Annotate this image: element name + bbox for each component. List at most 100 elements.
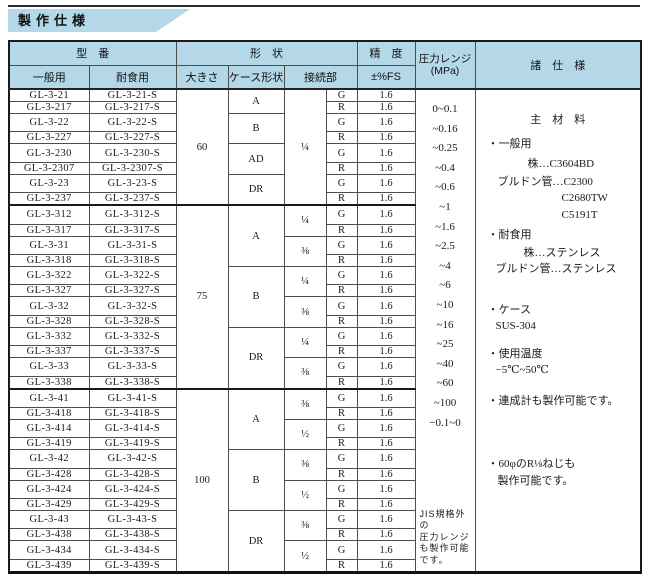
pressure-range-note: JIS規格外の 圧力レンジ も製作可能 です。 bbox=[419, 508, 470, 565]
table-body: GL-3-21 GL-3-21-S 60 A ¼ G 1.6 0~0.1 ~0.16 ~0.25 ~… bbox=[8, 88, 642, 573]
accuracy-value-cell: 1.6 bbox=[356, 467, 416, 481]
table-row: GL-3-21 GL-3-21-S 60 A ¼ G 1.6 0~0.1 ~0.16 ~0.25 ~… bbox=[8, 88, 642, 573]
connection-type-cell: R bbox=[325, 161, 358, 175]
pressure-range-value: ~6 bbox=[439, 279, 451, 292]
pressure-range-value: ~2.5 bbox=[435, 240, 455, 253]
connection-type-cell: G bbox=[325, 357, 358, 377]
model-general-cell: GL-3-217 bbox=[8, 101, 90, 114]
model-corrosion-cell: GL-3-419-S bbox=[88, 437, 177, 451]
table-header: 型 番 形 状 精 度 圧力レンジ (MPa) 諸 仕 様 一般用 耐食用 大き… bbox=[8, 40, 642, 90]
spec-line: ・60φのR⅛ねじも bbox=[487, 458, 576, 470]
table-row: GL-3-428 GL-3-428-S R 1.6 bbox=[8, 467, 641, 481]
accuracy-value-cell: 1.6 bbox=[356, 406, 416, 420]
table-row: GL-3-338 GL-3-338-S R 1.6 bbox=[8, 375, 641, 389]
table-row: GL-3-418 GL-3-418-S R 1.6 bbox=[8, 406, 641, 420]
model-general-cell: GL-3-424 bbox=[8, 479, 90, 500]
model-general-cell: GL-3-312 bbox=[8, 204, 90, 225]
accuracy-value-cell: 1.6 bbox=[356, 192, 416, 206]
model-general-cell: GL-3-227 bbox=[8, 131, 90, 145]
connection-type-cell: R bbox=[325, 437, 358, 451]
model-corrosion-cell: GL-3-429-S bbox=[88, 498, 177, 512]
accuracy-value-cell: 1.6 bbox=[356, 265, 416, 286]
table-row: GL-3-22 GL-3-22-S B G 1.6 bbox=[8, 112, 641, 145]
header-model-number: 型 番 bbox=[8, 40, 177, 66]
model-corrosion-cell: GL-3-312-S bbox=[88, 204, 177, 225]
spec-line: 製作可能です。 bbox=[497, 474, 574, 487]
connection-type-cell: R bbox=[325, 528, 358, 542]
model-corrosion-cell: GL-3-439-S bbox=[88, 559, 177, 573]
accuracy-value-cell: 1.6 bbox=[356, 326, 416, 347]
connection-type-cell: G bbox=[325, 204, 358, 225]
case-shape-cell: AD bbox=[227, 143, 285, 175]
table-row: GL-3-328 GL-3-328-S R 1.6 bbox=[8, 314, 641, 328]
model-general-cell: GL-3-230 bbox=[8, 143, 90, 163]
accuracy-value-cell: 1.6 bbox=[356, 143, 416, 163]
pressure-range-value: ~10 bbox=[436, 298, 454, 311]
table-row: GL-3-23 GL-3-23-S DR G 1.6 bbox=[8, 173, 641, 206]
model-corrosion-cell: GL-3-338-S bbox=[88, 375, 177, 389]
model-corrosion-cell: GL-3-33-S bbox=[88, 357, 177, 377]
connection-type-cell: G bbox=[325, 479, 358, 500]
model-general-cell: GL-3-418 bbox=[8, 406, 90, 420]
connection-type-cell: G bbox=[325, 387, 358, 408]
header-accuracy-unit: ±%FS bbox=[356, 64, 416, 90]
case-shape-cell: B bbox=[227, 265, 285, 328]
pressure-range-value: ~25 bbox=[436, 338, 454, 351]
table-row: GL-3-33 GL-3-33-S ⅜ G 1.6 bbox=[8, 357, 641, 390]
model-corrosion-cell: GL-3-317-S bbox=[88, 223, 177, 237]
header-accuracy: 精 度 bbox=[356, 40, 416, 66]
table-row: GL-3-332 GL-3-332-S DR ¼ G 1.6 bbox=[8, 326, 641, 390]
header-shape: 形 状 bbox=[175, 40, 358, 66]
header-pressure-range: 圧力レンジ (MPa) bbox=[414, 40, 476, 90]
header-pressure-range-unit: (MPa) bbox=[430, 65, 460, 77]
model-general-cell: GL-3-327 bbox=[8, 284, 90, 298]
page-title: 製作仕様 bbox=[18, 13, 91, 28]
model-corrosion-cell: GL-3-237-S bbox=[88, 192, 177, 206]
spec-line: ・使用温度 bbox=[487, 347, 543, 360]
thread-size-cell: ⅜ bbox=[283, 235, 327, 267]
model-general-cell: GL-3-318 bbox=[8, 253, 90, 267]
model-general-cell: GL-3-2307 bbox=[8, 161, 90, 175]
header-specs: 諸 仕 様 bbox=[474, 40, 642, 90]
connection-type-cell: R bbox=[325, 253, 358, 267]
table-row: GL-3-2307 GL-3-2307-S R 1.6 bbox=[8, 161, 641, 175]
pressure-range-value: ~40 bbox=[436, 357, 454, 370]
model-general-cell: GL-3-33 bbox=[8, 357, 90, 377]
spec-line: C5191T bbox=[561, 208, 598, 221]
spec-line: SUS-304 bbox=[495, 320, 536, 332]
case-shape-cell: DR bbox=[227, 510, 285, 573]
header-connection: 接続部 bbox=[283, 64, 358, 90]
accuracy-value-cell: 1.6 bbox=[356, 375, 416, 389]
model-general-cell: GL-3-21 bbox=[8, 88, 90, 102]
pressure-range-cell: 0~0.1 ~0.16 ~0.25 ~0.4 ~0.6 ~1 ~1.6 ~2.5 ~4 ~6 ~10… bbox=[414, 88, 476, 573]
table-row: GL-3-438 GL-3-438-S R 1.6 bbox=[8, 528, 641, 542]
accuracy-value-cell: 1.6 bbox=[356, 284, 416, 298]
model-corrosion-cell: GL-3-43-S bbox=[88, 510, 177, 530]
connection-type-cell: G bbox=[325, 88, 358, 102]
accuracy-value-cell: 1.6 bbox=[356, 296, 416, 316]
connection-type-cell: G bbox=[325, 235, 358, 255]
accuracy-value-cell: 1.6 bbox=[356, 131, 416, 145]
connection-type-cell: G bbox=[325, 449, 358, 469]
case-shape-cell: A bbox=[227, 88, 285, 114]
model-corrosion-cell: GL-3-434-S bbox=[88, 540, 177, 560]
specs-content: 主 材 料・一般用 株…C3604BD ブルドン管…C2300 C2680TW C519… bbox=[476, 90, 640, 571]
connection-type-cell: G bbox=[325, 143, 358, 163]
pressure-range-value: ~60 bbox=[436, 377, 454, 390]
table-row: GL-3-32 GL-3-32-S ⅜ G 1.6 bbox=[8, 296, 641, 328]
accuracy-value-cell: 1.6 bbox=[356, 88, 416, 102]
model-corrosion-cell: GL-3-217-S bbox=[88, 101, 177, 114]
model-corrosion-cell: GL-3-42-S bbox=[88, 449, 177, 469]
spec-line: 株…ステンレス bbox=[523, 246, 601, 259]
table-row: GL-3-230 GL-3-230-S AD G 1.6 bbox=[8, 143, 641, 175]
accuracy-value-cell: 1.6 bbox=[356, 235, 416, 255]
pressure-range-value: ~1.6 bbox=[435, 220, 455, 233]
connection-type-cell: R bbox=[325, 406, 358, 420]
thread-size-cell: ¼ bbox=[283, 204, 327, 237]
model-general-cell: GL-3-22 bbox=[8, 112, 90, 133]
specs-cell: 主 材 料・一般用 株…C3604BD ブルドン管…C2300 C2680TW C519… bbox=[474, 88, 642, 573]
header-size: 大きさ bbox=[175, 64, 229, 90]
case-shape-cell: DR bbox=[227, 326, 285, 390]
connection-type-cell: G bbox=[325, 265, 358, 286]
size-cell: 100 bbox=[175, 387, 229, 573]
